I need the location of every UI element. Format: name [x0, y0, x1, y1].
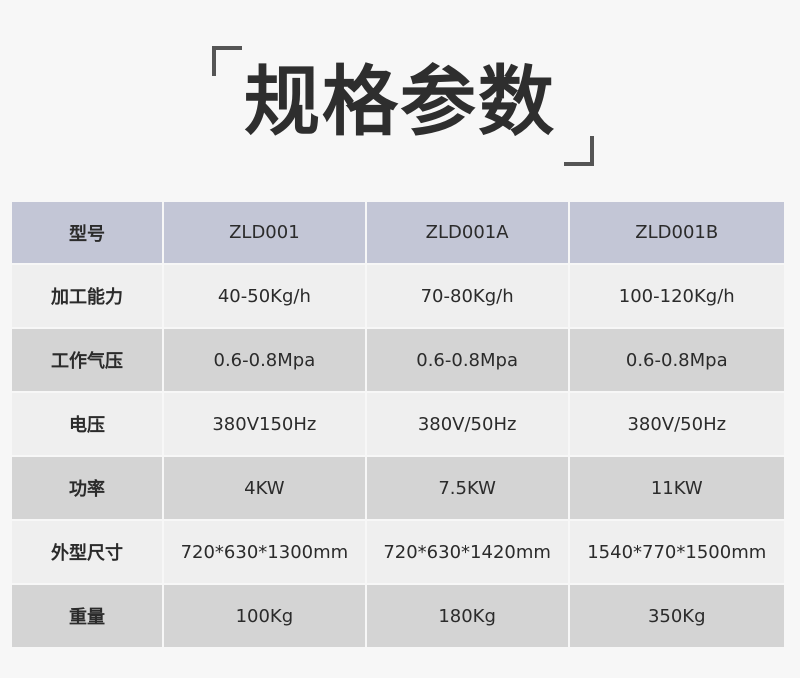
corner-bracket-bottom-right: [564, 136, 594, 166]
cell: 720*630*1300mm: [164, 521, 365, 583]
table-row: 加工能力 40-50Kg/h 70-80Kg/h 100-120Kg/h: [12, 265, 784, 327]
table-row: 工作气压 0.6-0.8Mpa 0.6-0.8Mpa 0.6-0.8Mpa: [12, 329, 784, 391]
row-label: 重量: [12, 585, 162, 647]
header-model: ZLD001B: [569, 202, 784, 263]
cell: 100Kg: [164, 585, 365, 647]
cell: 1540*770*1500mm: [569, 521, 784, 583]
row-label: 电压: [12, 393, 162, 455]
row-label: 外型尺寸: [12, 521, 162, 583]
row-label: 加工能力: [12, 265, 162, 327]
cell: 0.6-0.8Mpa: [569, 329, 784, 391]
cell: 70-80Kg/h: [366, 265, 568, 327]
cell: 180Kg: [366, 585, 568, 647]
table-row: 电压 380V150Hz 380V/50Hz 380V/50Hz: [12, 393, 784, 455]
cell: 0.6-0.8Mpa: [164, 329, 365, 391]
table-row: 功率 4KW 7.5KW 11KW: [12, 457, 784, 519]
cell: 380V/50Hz: [366, 393, 568, 455]
cell: 380V150Hz: [164, 393, 365, 455]
cell: 0.6-0.8Mpa: [366, 329, 568, 391]
page-title: 规格参数: [244, 57, 556, 146]
row-label: 工作气压: [12, 329, 162, 391]
table-row: 重量 100Kg 180Kg 350Kg: [12, 585, 784, 647]
cell: 7.5KW: [366, 457, 568, 519]
corner-bracket-top-left: [212, 46, 242, 76]
header-model: ZLD001: [164, 202, 365, 263]
cell: 720*630*1420mm: [366, 521, 568, 583]
cell: 11KW: [569, 457, 784, 519]
cell: 380V/50Hz: [569, 393, 784, 455]
cell: 4KW: [164, 457, 365, 519]
row-label: 功率: [12, 457, 162, 519]
cell: 100-120Kg/h: [569, 265, 784, 327]
cell: 40-50Kg/h: [164, 265, 365, 327]
cell: 350Kg: [569, 585, 784, 647]
header-label: 型号: [12, 202, 162, 263]
table-header-row: 型号 ZLD001 ZLD001A ZLD001B: [12, 202, 784, 263]
table-row: 外型尺寸 720*630*1300mm 720*630*1420mm 1540*…: [12, 521, 784, 583]
spec-table: 型号 ZLD001 ZLD001A ZLD001B 加工能力 40-50Kg/h…: [10, 200, 786, 649]
header-model: ZLD001A: [366, 202, 568, 263]
